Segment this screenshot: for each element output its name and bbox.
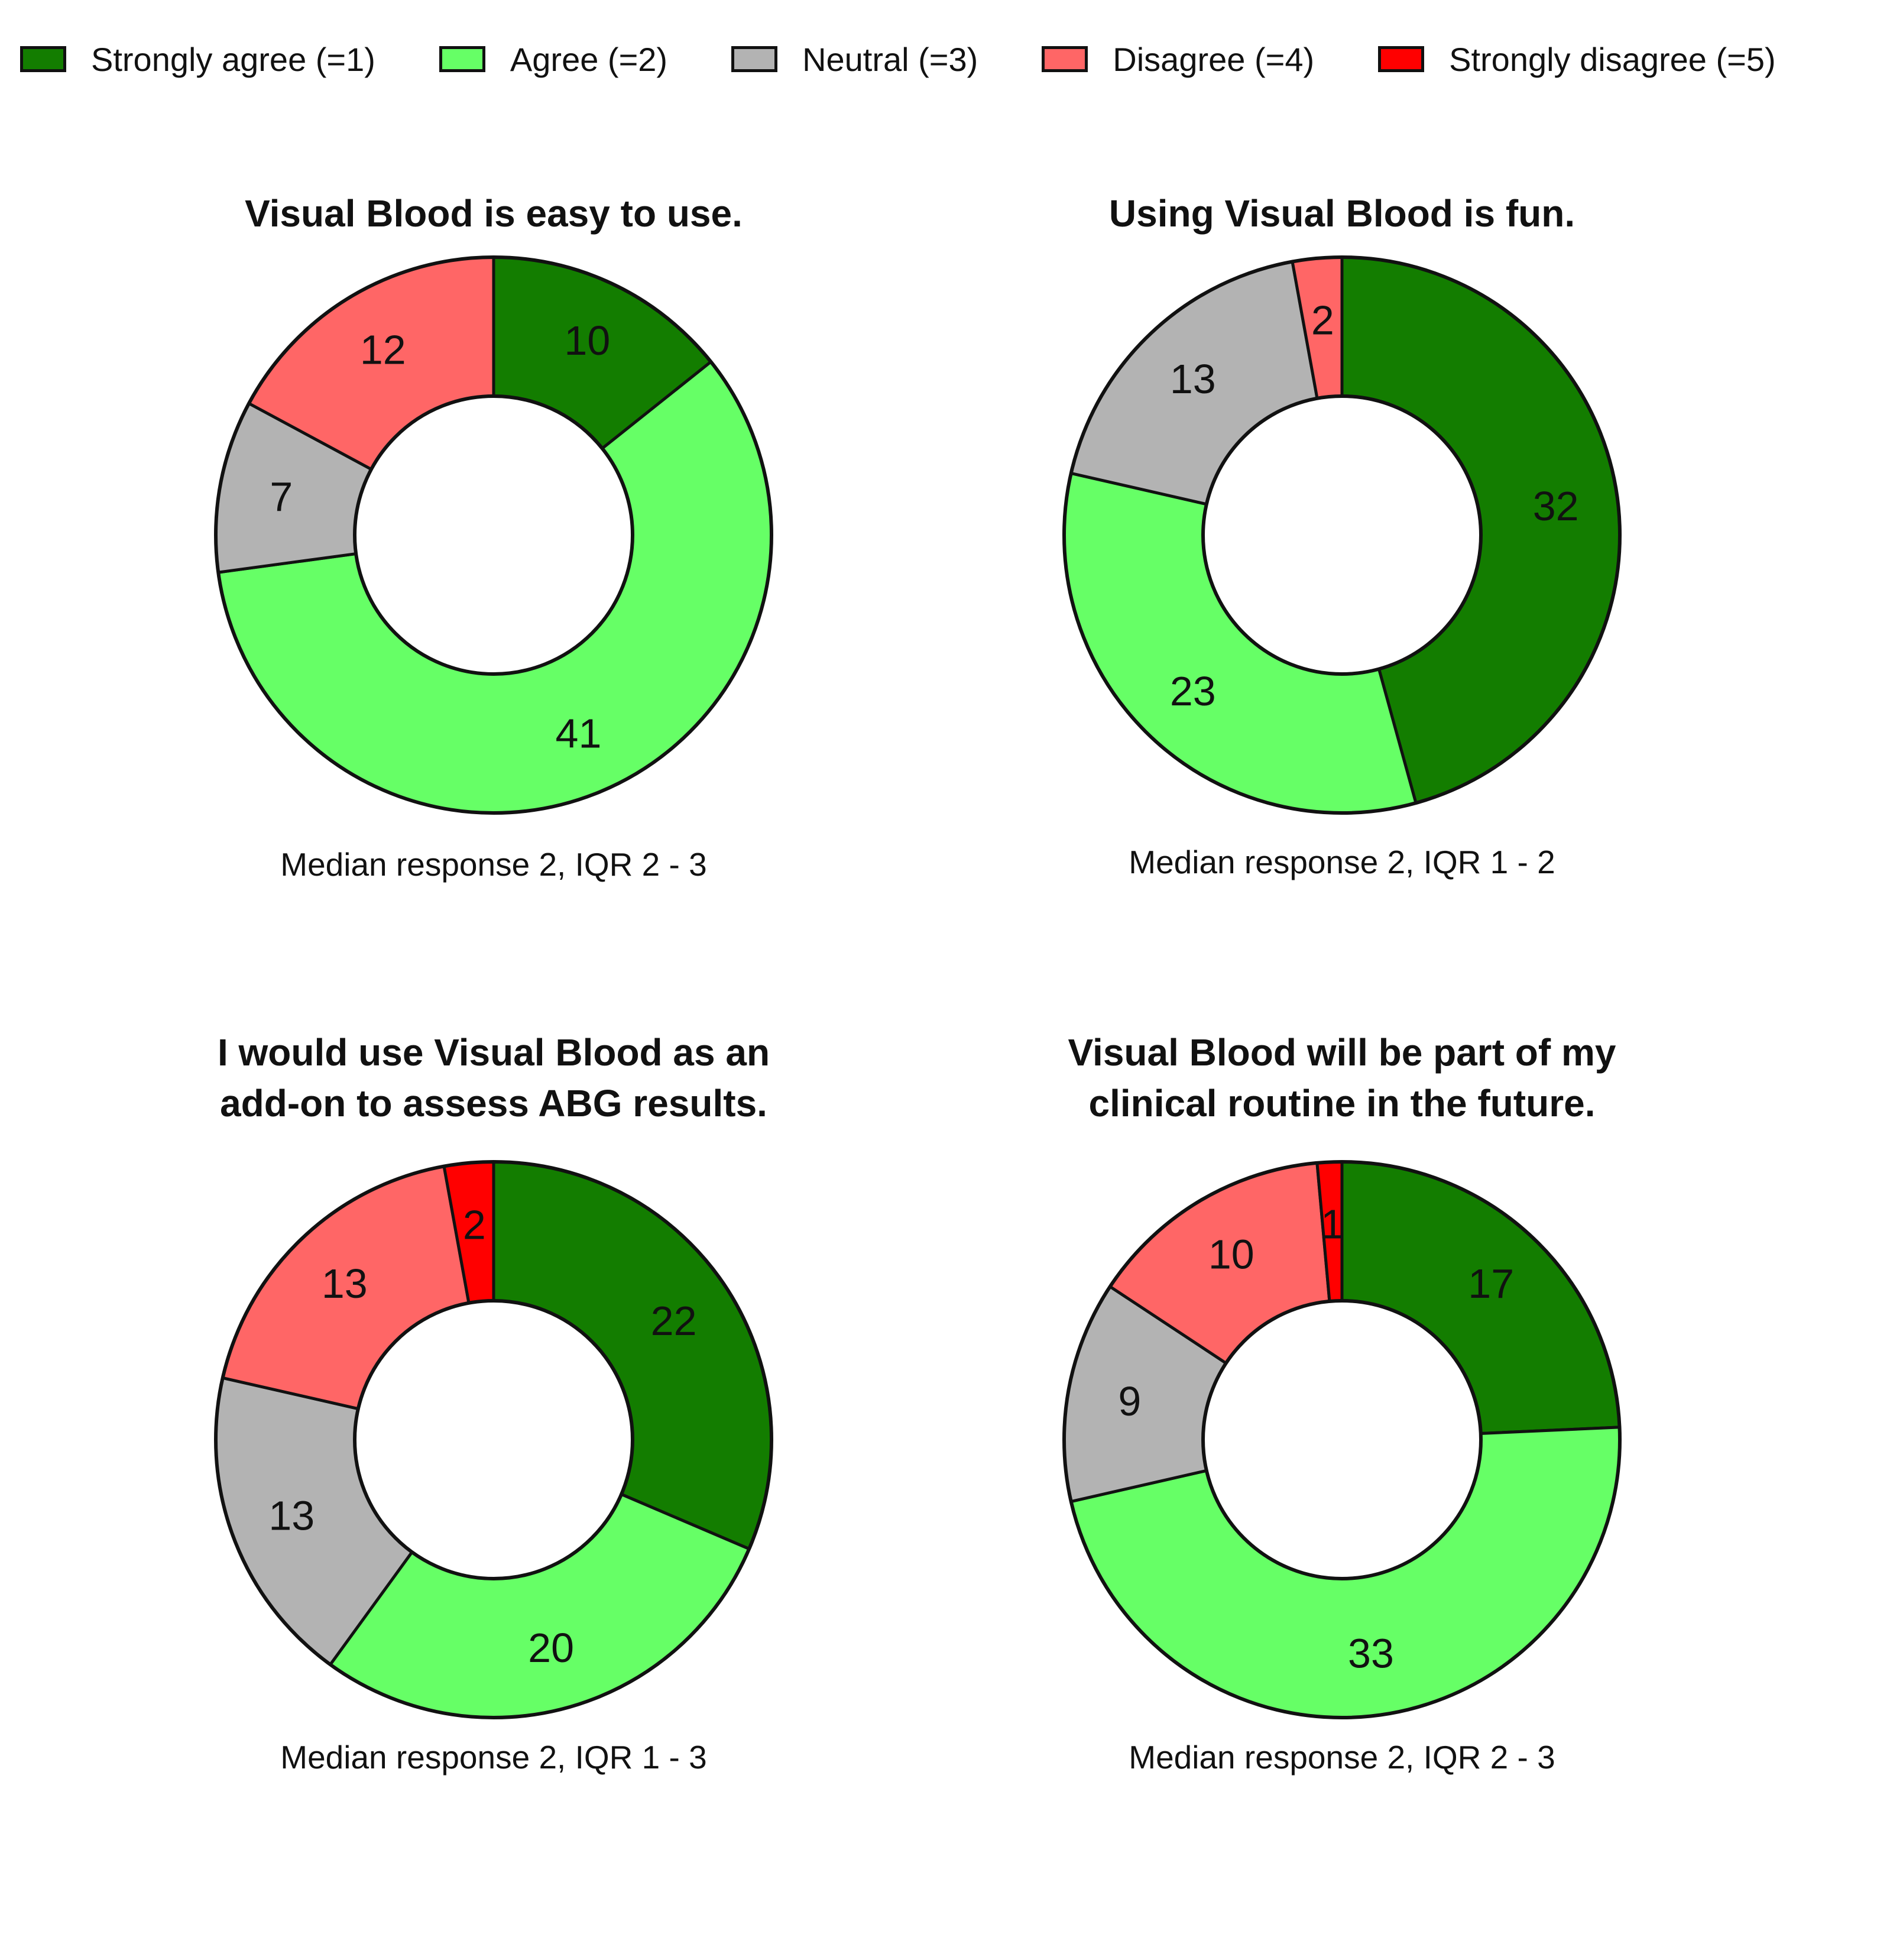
- chart-caption: Median response 2, IQR 1 - 2: [1129, 844, 1555, 880]
- donut-slice-agree: [329, 1492, 751, 1719]
- chart-caption: Median response 2, IQR 1 - 3: [280, 1739, 707, 1776]
- legend-item-strongly-disagree: Strongly disagree (=5): [1378, 40, 1776, 79]
- chart-title: Visual Blood will be part of my clinical…: [1017, 1027, 1667, 1129]
- legend-swatch-neutral: [731, 46, 778, 72]
- data-label-agree: 33: [1348, 1631, 1394, 1677]
- chart-title: Using Visual Blood is fun.: [1017, 188, 1667, 239]
- data-label-neutral: 13: [1170, 356, 1216, 402]
- legend-swatch-disagree: [1042, 46, 1088, 72]
- data-label-neutral: 9: [1118, 1378, 1141, 1424]
- chart-title-line: Using Visual Blood is fun.: [1108, 192, 1575, 235]
- legend-item-disagree: Disagree (=4): [1042, 40, 1314, 79]
- donut-inner-ring: [1201, 394, 1483, 676]
- legend-label-neutral: Neutral (=3): [802, 40, 978, 78]
- data-label-neutral: 13: [268, 1492, 315, 1538]
- donut-chart-fun: 32 23 13 2: [1062, 255, 1622, 815]
- data-label-neutral: 7: [270, 474, 293, 520]
- chart-title-line: Visual Blood will be part of my: [1068, 1031, 1616, 1074]
- legend-swatch-strongly-agree: [20, 46, 66, 72]
- chart-title: Visual Blood is easy to use.: [168, 188, 819, 239]
- legend-label-agree: Agree (=2): [510, 40, 668, 78]
- chart-title-line: clinical routine in the future.: [1088, 1082, 1596, 1125]
- chart-caption: Median response 2, IQR 2 - 3: [1129, 1739, 1555, 1776]
- data-label-agree: 23: [1170, 668, 1216, 714]
- chart-title-line: I would use Visual Blood as an: [217, 1031, 770, 1074]
- legend-label-strongly-agree: Strongly agree (=1): [91, 40, 375, 78]
- donut-outer-ring: [1062, 1160, 1622, 1719]
- data-label-strongly-agree: 32: [1533, 483, 1579, 529]
- donut-outer-ring: [1062, 255, 1622, 815]
- legend-item-neutral: Neutral (=3): [731, 40, 978, 79]
- chart-title-line: add-on to assess ABG results.: [220, 1082, 767, 1125]
- donut-chart-easy-to-use: 10 41 7 12: [214, 255, 773, 815]
- donut-outer-ring: [214, 1160, 773, 1719]
- data-label-disagree: 10: [1208, 1232, 1254, 1278]
- data-label-agree: 41: [556, 711, 602, 757]
- legend-item-strongly-agree: Strongly agree (=1): [20, 40, 375, 79]
- data-label-strongly-agree: 17: [1468, 1261, 1514, 1307]
- donut-inner-ring: [1201, 1299, 1483, 1580]
- donut-slice-agree: [1062, 471, 1418, 815]
- data-label-disagree: 13: [322, 1261, 368, 1307]
- legend: Strongly agree (=1) Agree (=2) Neutral (…: [20, 35, 1776, 83]
- donut-chart-clinical-routine: 17 33 9 10 1: [1062, 1160, 1622, 1719]
- donut-slice-strongly-agree: [492, 1160, 773, 1551]
- data-label-disagree: 2: [1311, 297, 1334, 343]
- data-label-strongly-agree: 22: [651, 1298, 697, 1344]
- donut-inner-ring: [353, 1299, 634, 1580]
- data-label-strongly-disagree: 1: [1321, 1201, 1344, 1247]
- chart-title: I would use Visual Blood as an add-on to…: [168, 1027, 819, 1129]
- chart-title-line: Visual Blood is easy to use.: [245, 192, 743, 235]
- donut-inner-ring: [353, 394, 634, 676]
- legend-swatch-strongly-disagree: [1378, 46, 1425, 72]
- legend-swatch-agree: [439, 46, 485, 72]
- donut-chart-figure: Strongly agree (=1) Agree (=2) Neutral (…: [20, 35, 1776, 1776]
- data-label-agree: 20: [528, 1625, 574, 1671]
- donut-outer-ring: [214, 255, 773, 815]
- legend-label-strongly-disagree: Strongly disagree (=5): [1449, 40, 1776, 78]
- donut-chart-add-on: 22 20 13 13 2: [214, 1160, 773, 1719]
- legend-label-disagree: Disagree (=4): [1113, 40, 1315, 78]
- legend-item-agree: Agree (=2): [439, 40, 667, 79]
- data-label-strongly-agree: 10: [564, 318, 610, 364]
- chart-caption: Median response 2, IQR 2 - 3: [280, 846, 707, 883]
- data-label-strongly-disagree: 2: [463, 1201, 486, 1248]
- data-label-disagree: 12: [360, 327, 406, 373]
